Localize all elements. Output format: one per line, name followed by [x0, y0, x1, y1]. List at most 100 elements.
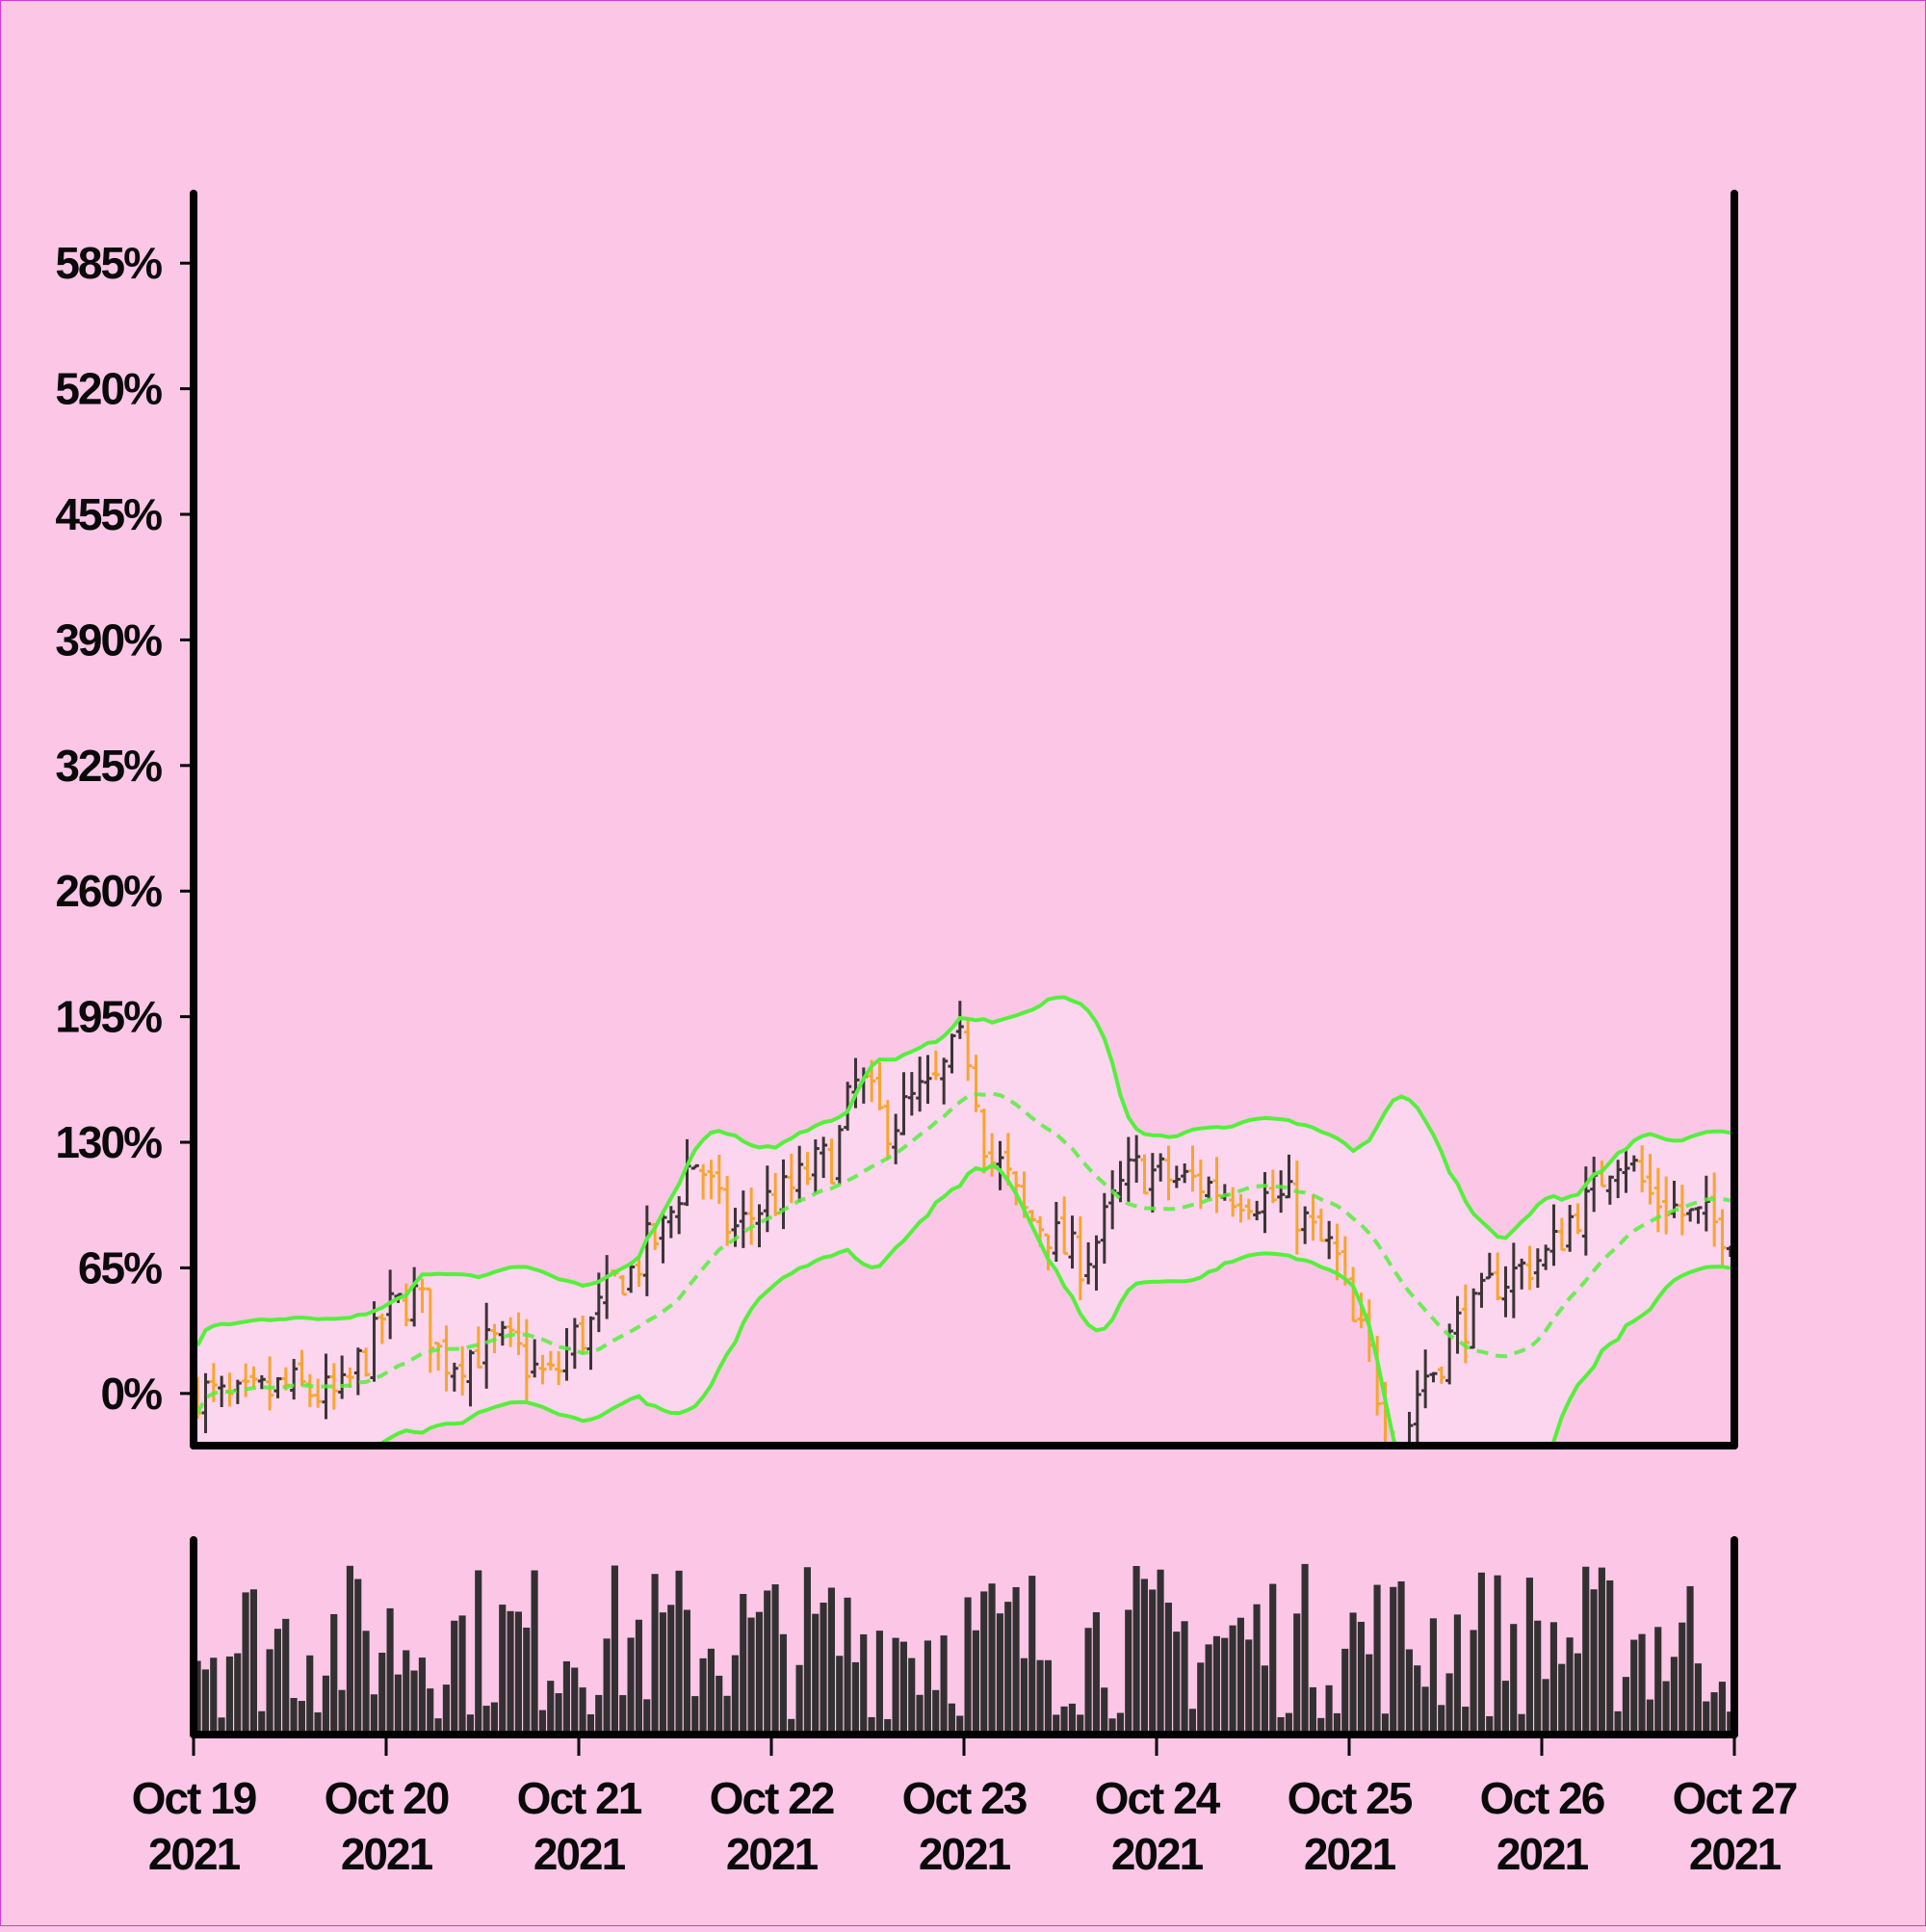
volume-bar — [394, 1674, 402, 1735]
ohlc-bar — [579, 1316, 587, 1355]
ohlc-bar — [218, 1375, 226, 1407]
volume-bar — [1566, 1637, 1574, 1735]
ohlc-bar — [1605, 1175, 1614, 1205]
x-tick-label-month-day: Oct 22 — [710, 1773, 834, 1823]
ohlc-bar — [1494, 1252, 1502, 1301]
ohlc-bar — [1140, 1154, 1149, 1195]
x-tick-label-month-day: Oct 19 — [132, 1773, 256, 1823]
ohlc-bar — [546, 1350, 555, 1371]
ohlc-bar — [1453, 1295, 1462, 1354]
volume-bar — [1630, 1639, 1638, 1735]
volume-bar — [1149, 1589, 1157, 1735]
ohlc-bar — [1646, 1154, 1654, 1205]
ohlc-bar — [458, 1345, 467, 1396]
y-tick-label: 585% — [55, 238, 162, 288]
ohlc-bar — [666, 1206, 675, 1239]
volume-bar — [1445, 1673, 1453, 1735]
volume-bar — [386, 1607, 394, 1735]
bollinger-band-layer — [197, 997, 1731, 1446]
volume-bar — [362, 1631, 370, 1735]
y-tick-label: 65% — [78, 1242, 162, 1292]
ohlc-bar — [739, 1190, 747, 1248]
volume-bar — [595, 1694, 603, 1735]
ohlc-bar — [362, 1347, 371, 1377]
volume-bar — [1028, 1576, 1036, 1735]
ohlc-bar — [266, 1356, 274, 1411]
volume-bar — [1157, 1569, 1164, 1735]
ohlc-bar — [1052, 1201, 1060, 1263]
ohlc-bar — [514, 1312, 523, 1355]
x-tick-label-month-day: Oct 20 — [325, 1773, 449, 1823]
ohlc-bar — [907, 1072, 916, 1116]
ohlc-bar — [1622, 1148, 1630, 1193]
volume-bar — [1197, 1662, 1205, 1735]
volume-bar — [218, 1717, 225, 1735]
ohlc-bar — [940, 1057, 949, 1105]
ohlc-bar — [1629, 1155, 1638, 1172]
volume-bar — [1703, 1701, 1710, 1735]
volume-bar — [812, 1613, 820, 1735]
volume-bar — [996, 1613, 1003, 1735]
volume-bar — [956, 1715, 964, 1735]
volume-bar — [1405, 1649, 1413, 1735]
volume-bar — [579, 1687, 586, 1735]
volume-bar — [1614, 1710, 1622, 1735]
ohlc-bar — [827, 1138, 836, 1186]
volume-bar — [1116, 1712, 1124, 1735]
ohlc-bar — [1124, 1136, 1132, 1203]
ohlc-bar — [426, 1287, 434, 1373]
volume-bar — [803, 1567, 811, 1735]
ohlc-bar — [924, 1055, 932, 1105]
ohlc-bar — [1653, 1167, 1662, 1233]
volume-bar — [1470, 1630, 1477, 1735]
ohlc-bar-layer — [194, 1001, 1734, 1446]
volume-bar — [1438, 1705, 1445, 1735]
volume-bar — [1477, 1572, 1485, 1735]
volume-bar — [1638, 1633, 1646, 1735]
volume-bar — [836, 1656, 844, 1735]
ohlc-bar — [1718, 1209, 1727, 1267]
volume-bar — [1654, 1627, 1662, 1735]
volume-bar — [820, 1603, 827, 1735]
volume-panel: Oct 19 2021 Oct 20 2021 Oct 21 2021 Oct 22 2021… — [132, 1536, 1799, 1879]
volume-bar — [948, 1703, 955, 1735]
ohlc-bar — [402, 1283, 410, 1327]
volume-bar — [908, 1658, 916, 1735]
volume-bar — [619, 1695, 627, 1735]
ohlc-bar — [1157, 1153, 1165, 1182]
ohlc-bar — [377, 1313, 386, 1345]
volume-bar — [322, 1675, 329, 1735]
volume-bar — [659, 1612, 666, 1735]
volume-bar — [266, 1649, 273, 1735]
volume-bar — [779, 1633, 787, 1735]
ohlc-bar — [353, 1347, 362, 1396]
ohlc-bar — [474, 1326, 482, 1369]
volume-bar — [234, 1653, 242, 1735]
volume-bar — [1622, 1677, 1629, 1735]
volume-bar — [1397, 1580, 1405, 1735]
ohlc-bar — [618, 1275, 627, 1296]
volume-bar — [1429, 1618, 1437, 1735]
ohlc-bar — [1525, 1245, 1534, 1291]
volume-bar — [1421, 1686, 1429, 1735]
ohlc-bar — [1518, 1258, 1526, 1290]
volume-bar — [1293, 1613, 1301, 1735]
ohlc-bar — [249, 1366, 258, 1389]
volume-bar — [290, 1698, 298, 1735]
ohlc-bar — [875, 1061, 884, 1110]
volume-bar — [1140, 1579, 1148, 1735]
volume-bar — [683, 1609, 690, 1735]
volume-bar — [611, 1565, 618, 1735]
volume-bar — [1060, 1706, 1068, 1735]
ohlc-bar — [1188, 1145, 1197, 1192]
volume-bar — [1236, 1617, 1244, 1735]
volume-bar — [1261, 1665, 1268, 1735]
ohlc-bar — [1076, 1215, 1084, 1300]
volume-bar — [875, 1631, 883, 1735]
volume-bar — [1101, 1687, 1108, 1735]
ohlc-bar — [555, 1351, 563, 1386]
x-tick-label-month-day: Oct 23 — [902, 1773, 1027, 1823]
ohlc-bar — [1028, 1210, 1036, 1222]
ohlc-bar — [820, 1136, 828, 1179]
ohlc-bar — [507, 1317, 515, 1347]
